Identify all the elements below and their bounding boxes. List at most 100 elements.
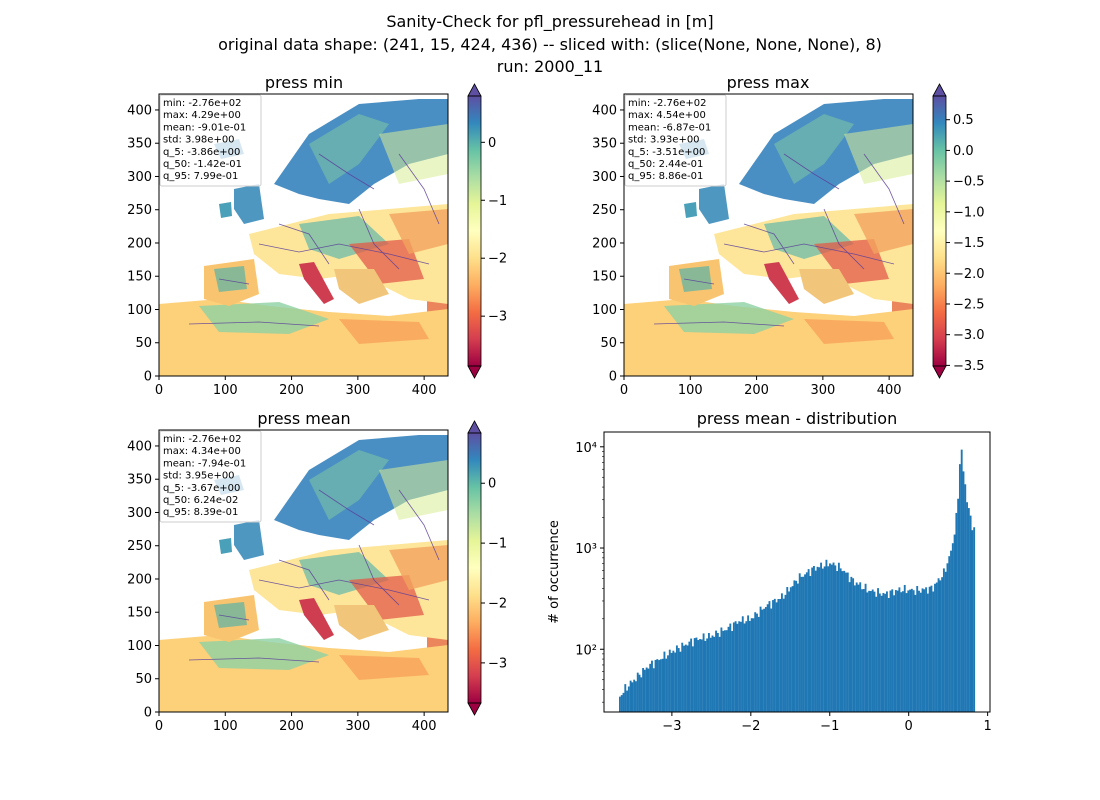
- colorbar-tick-label: −3: [488, 310, 507, 325]
- histogram-bar: [797, 583, 799, 712]
- histogram-bar: [631, 682, 634, 712]
- histogram-bar: [971, 530, 974, 712]
- histogram-bar: [809, 576, 812, 712]
- histogram-bar: [958, 464, 961, 712]
- x-tick-label: 300: [345, 383, 370, 398]
- stats-line: q_5: -3.67e+00: [163, 483, 240, 494]
- x-axis: 0 100 200 300 400: [155, 376, 437, 398]
- colorbar: 0.5 0.0 −0.5 −1.0 −1.5 −2.0 −2.5 −3.0 −3.5: [932, 83, 985, 379]
- histogram-bar: [629, 680, 632, 712]
- histogram-bar: [953, 534, 956, 712]
- colorbar: 0 −1 −2 −3: [467, 420, 507, 716]
- colorbar: 0 −1 −2 −3: [467, 83, 507, 379]
- histogram-bar: [750, 618, 753, 712]
- histogram-bar: [642, 667, 645, 712]
- stats-line: q_50: -1.42e-01: [163, 159, 242, 170]
- histogram-bar: [839, 568, 842, 712]
- colorbar-gradient: [468, 433, 481, 703]
- histogram-bar: [647, 668, 650, 712]
- histogram-bar: [912, 590, 915, 712]
- stats-line: std: 3.93e+00: [628, 135, 700, 146]
- histogram-bar: [768, 601, 771, 712]
- histogram-bar: [665, 658, 668, 712]
- histogram-bar: [651, 660, 653, 712]
- y-tick-label: 150: [127, 270, 152, 285]
- histogram-bar: [640, 677, 643, 712]
- histogram-bar: [873, 591, 876, 712]
- histogram-bar: [732, 622, 735, 712]
- panel-press-mean: press mean 0 100 200 300 400 0 50 100 150 200 250…: [127, 409, 507, 734]
- axes-frame: [158, 429, 449, 713]
- axes-frame: [603, 431, 991, 713]
- y-tick-label: 150: [592, 270, 617, 285]
- histogram-bar: [659, 659, 662, 712]
- histogram-bar: [738, 621, 741, 712]
- histogram-bar: [939, 580, 942, 712]
- histogram-bar: [825, 559, 828, 712]
- colorbar-tick-label: 0.5: [953, 113, 974, 128]
- histogram-bar: [791, 586, 794, 712]
- histogram-bar: [667, 655, 669, 712]
- histogram-bar: [638, 674, 641, 712]
- histogram-bar: [882, 592, 885, 712]
- x-tick-label: −2: [741, 719, 760, 734]
- histogram-bar: [713, 636, 716, 712]
- histogram-bar: [643, 669, 646, 712]
- y-axis: 0 50 100 150 200 250 300 350 400: [127, 439, 159, 721]
- colorbar-frame: [467, 95, 482, 367]
- histogram-bar: [866, 592, 869, 712]
- histogram-bar: [951, 543, 954, 712]
- histogram-bar: [845, 572, 847, 712]
- colorbar-tick-label: −1.0: [953, 205, 985, 220]
- stats-line: q_95: 7.99e-01: [163, 171, 238, 182]
- histogram-bar: [816, 566, 819, 712]
- stats-line: q_50: 2.44e-01: [628, 159, 703, 170]
- colorbar-extend-max-icon: [467, 83, 482, 97]
- histogram-bar: [821, 568, 824, 712]
- y-tick-label: 350: [127, 137, 152, 152]
- histogram-bar: [672, 650, 675, 712]
- histogram-bar: [649, 663, 652, 712]
- histogram-bar: [626, 690, 628, 712]
- histogram-bar: [782, 598, 785, 712]
- histogram-bar: [645, 667, 648, 712]
- histogram-bar: [734, 621, 737, 712]
- colorbar-tick-label: −2: [488, 252, 507, 267]
- stats-box-background: [159, 94, 262, 187]
- histogram-bar: [747, 615, 750, 712]
- histogram-bar: [688, 641, 691, 712]
- y-tick-label: 100: [592, 303, 617, 318]
- histogram-bar: [722, 630, 725, 712]
- colorbar-tick-label: 0: [488, 477, 496, 492]
- x-tick-label: 0: [620, 383, 628, 398]
- histogram-bar: [900, 592, 903, 712]
- histogram-bar: [916, 586, 919, 712]
- x-tick-label: 300: [345, 719, 370, 734]
- stats-line: min: -2.76e+02: [163, 434, 242, 445]
- colorbar-tick-label: −2: [488, 597, 507, 612]
- colorbar-tick-label: 0.0: [953, 144, 974, 159]
- y-tick-label: 400: [127, 439, 152, 454]
- histogram-bar: [693, 638, 696, 712]
- colorbar-tick-label: −3.0: [953, 328, 985, 343]
- histogram-bar: [848, 582, 851, 712]
- histogram-bar: [969, 515, 972, 712]
- x-tick-label: 0: [155, 383, 163, 398]
- x-tick-label: 0: [905, 719, 913, 734]
- x-axis: −3 −2 −1 0 1: [662, 712, 992, 734]
- histogram-bar: [837, 562, 840, 712]
- histogram-bar: [834, 565, 837, 712]
- x-tick-label: 0: [155, 719, 163, 734]
- colorbar-tick-label: −3: [488, 656, 507, 671]
- y-axis: 0 50 100 150 200 250 300 350 400: [592, 103, 624, 385]
- stats-line: mean: -6.87e-01: [628, 122, 711, 133]
- histogram-bar: [875, 596, 878, 712]
- histogram-bar: [704, 640, 707, 712]
- histogram-bar: [934, 583, 936, 712]
- histogram-bar: [635, 681, 637, 712]
- histogram-bar: [814, 570, 817, 712]
- histogram-bar: [656, 659, 659, 712]
- y-tick-label: 300: [592, 170, 617, 185]
